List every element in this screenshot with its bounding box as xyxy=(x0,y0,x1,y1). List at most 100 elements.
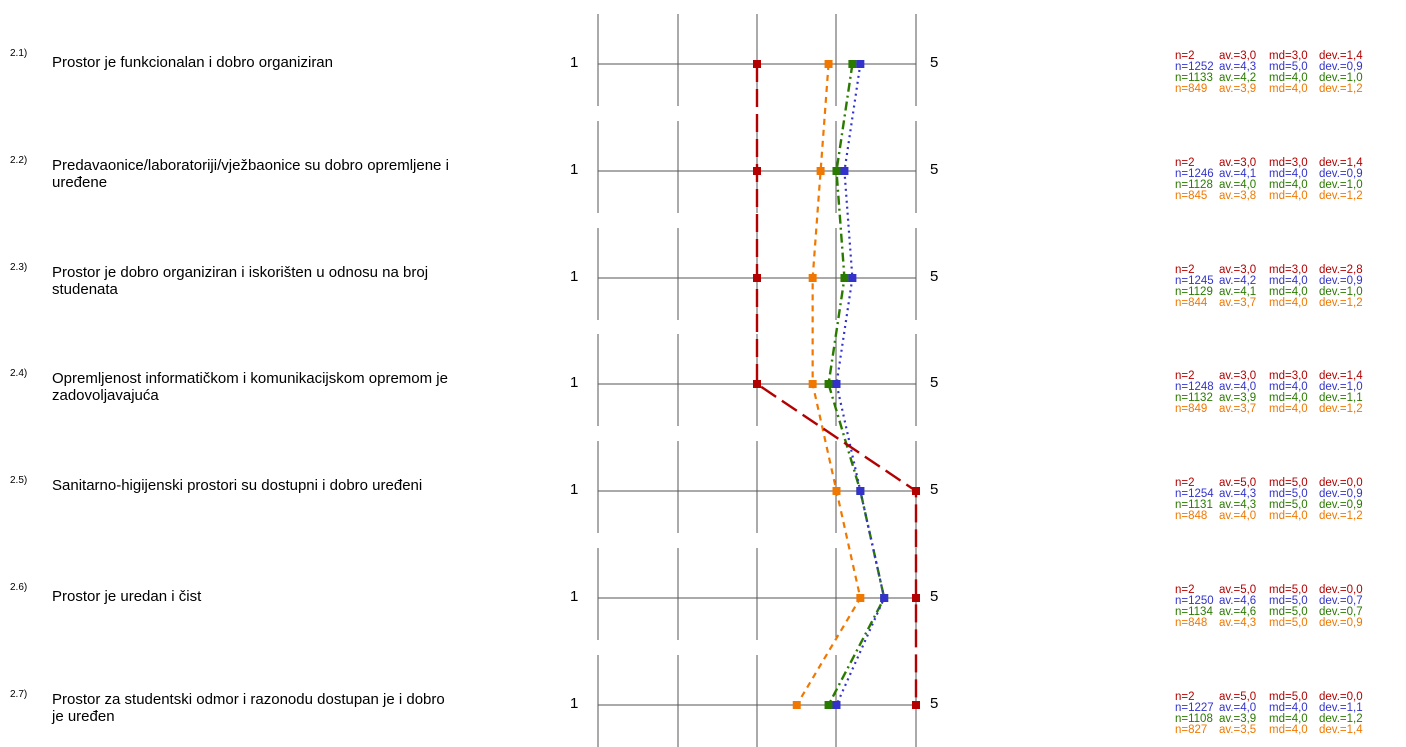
series-1-point xyxy=(880,594,889,602)
series-1-point xyxy=(856,60,865,68)
stat-dev: dev.=0,7 xyxy=(1319,595,1363,607)
stat-av: av.=4,0 xyxy=(1219,510,1257,522)
scale-min-label: 1 xyxy=(570,481,579,498)
stat-n: n=845 xyxy=(1175,190,1208,202)
stat-av: av.=4,1 xyxy=(1219,286,1257,298)
stat-n: n=848 xyxy=(1175,617,1208,629)
stat-dev: dev.=1,1 xyxy=(1319,392,1363,404)
stats-row: n=2 av.=5,0 md=5,0 dev.=0,0 xyxy=(1175,477,1379,489)
stat-av: av.=4,6 xyxy=(1219,595,1257,607)
stats-block: n=2 av.=3,0 md=3,0 dev.=1,4 n=1252 av.=4,3 md=… xyxy=(1175,50,1379,95)
question-number: 2.1) xyxy=(10,48,28,59)
series-1-point xyxy=(848,274,857,282)
series-1-point xyxy=(832,380,841,388)
stat-dev: dev.=0,9 xyxy=(1319,488,1363,500)
stat-n: n=1128 xyxy=(1175,179,1213,191)
stat-av: av.=3,0 xyxy=(1219,264,1257,276)
stat-md: md=4,0 xyxy=(1269,179,1308,191)
stat-n: n=2 xyxy=(1175,691,1195,703)
stat-av: av.=3,9 xyxy=(1219,83,1257,95)
stat-n: n=2 xyxy=(1175,477,1195,489)
stats-row: n=2 av.=3,0 md=3,0 dev.=1,4 xyxy=(1175,50,1379,62)
scale-max-label: 5 xyxy=(930,588,939,605)
series-0-point xyxy=(912,487,920,495)
stats-row: n=1252 av.=4,3 md=5,0 dev.=0,9 xyxy=(1175,61,1379,73)
stat-av: av.=4,6 xyxy=(1219,606,1257,618)
stat-av: av.=4,3 xyxy=(1219,488,1257,500)
stats-row: n=2 av.=5,0 md=5,0 dev.=0,0 xyxy=(1175,584,1379,596)
stats-block: n=2 av.=3,0 md=3,0 dev.=1,4 n=1246 av.=4,1 md=… xyxy=(1175,157,1379,202)
series-1-point xyxy=(856,487,865,495)
question-number: 2.4) xyxy=(10,368,28,379)
stats-block: n=2 av.=5,0 md=5,0 dev.=0,0 n=1227 av.=4,0 md=… xyxy=(1175,691,1379,736)
series-0-point xyxy=(912,594,920,602)
series-3-point xyxy=(808,380,817,388)
stats-row: n=2 av.=3,0 md=3,0 dev.=2,8 xyxy=(1175,264,1379,276)
stat-av: av.=3,9 xyxy=(1219,713,1257,725)
stat-dev: dev.=1,2 xyxy=(1319,403,1363,415)
scale-min-label: 1 xyxy=(570,374,579,391)
stat-av: av.=3,5 xyxy=(1219,724,1257,736)
stat-av: av.=4,2 xyxy=(1219,72,1257,84)
series-2-point xyxy=(848,60,857,68)
stat-n: n=1252 xyxy=(1175,61,1214,73)
stats-row: n=849 av.=3,7 md=4,0 dev.=1,2 xyxy=(1175,403,1379,415)
stat-dev: dev.=1,2 xyxy=(1319,713,1363,725)
question-text: Opremljenost informatičkom i komunikacij… xyxy=(52,370,448,404)
question-number: 2.2) xyxy=(10,155,28,166)
stats-block: n=2 av.=3,0 md=3,0 dev.=1,4 n=1248 av.=4,0 md=… xyxy=(1175,370,1379,415)
stat-md: md=4,0 xyxy=(1269,83,1308,95)
question-text: Prostor je uredan i čist xyxy=(52,588,202,605)
stats-row: n=848 av.=4,0 md=4,0 dev.=1,2 xyxy=(1175,510,1379,522)
stat-n: n=849 xyxy=(1175,403,1208,415)
scale-max-label: 5 xyxy=(930,695,939,712)
stat-dev: dev.=0,0 xyxy=(1319,584,1363,596)
stat-dev: dev.=1,0 xyxy=(1319,72,1363,84)
stat-dev: dev.=0,9 xyxy=(1319,168,1363,180)
series-2-point xyxy=(824,380,833,388)
series-3-point xyxy=(832,487,841,495)
stat-dev: dev.=0,9 xyxy=(1319,499,1363,511)
stat-dev: dev.=1,0 xyxy=(1319,381,1363,393)
scale-max-label: 5 xyxy=(930,268,939,285)
stat-md: md=4,0 xyxy=(1269,403,1308,415)
question-number: 2.5) xyxy=(10,475,28,486)
stat-n: n=2 xyxy=(1175,584,1195,596)
stat-md: md=5,0 xyxy=(1269,606,1308,618)
stat-md: md=4,0 xyxy=(1269,381,1308,393)
series-0-point xyxy=(753,380,761,388)
stat-dev: dev.=1,4 xyxy=(1319,50,1363,62)
stats-row: n=2 av.=5,0 md=5,0 dev.=0,0 xyxy=(1175,691,1379,703)
stat-n: n=1133 xyxy=(1175,72,1213,84)
stat-n: n=1245 xyxy=(1175,275,1214,287)
stat-md: md=3,0 xyxy=(1269,157,1308,169)
series-3-point xyxy=(808,274,817,282)
stat-av: av.=4,3 xyxy=(1219,499,1257,511)
stats-row: n=1248 av.=4,0 md=4,0 dev.=1,0 xyxy=(1175,381,1379,393)
stat-av: av.=5,0 xyxy=(1219,584,1257,596)
stat-md: md=5,0 xyxy=(1269,691,1308,703)
stat-av: av.=3,0 xyxy=(1219,157,1257,169)
stats-row: n=845 av.=3,8 md=4,0 dev.=1,2 xyxy=(1175,190,1379,202)
scale-max-label: 5 xyxy=(930,161,939,178)
stats-row: n=1134 av.=4,6 md=5,0 dev.=0,7 xyxy=(1175,606,1379,618)
stat-av: av.=4,0 xyxy=(1219,702,1257,714)
series-0-point xyxy=(753,60,761,68)
stat-n: n=2 xyxy=(1175,157,1195,169)
stat-dev: dev.=1,2 xyxy=(1319,297,1363,309)
stat-av: av.=4,0 xyxy=(1219,381,1257,393)
series-3-point xyxy=(792,701,801,709)
series-3-point xyxy=(824,60,833,68)
stat-dev: dev.=0,7 xyxy=(1319,606,1363,618)
stat-av: av.=4,3 xyxy=(1219,617,1257,629)
series-2-point xyxy=(832,167,841,175)
stat-av: av.=5,0 xyxy=(1219,477,1257,489)
question-text: Predavaonice/laboratoriji/vježbaonice su… xyxy=(52,157,449,191)
question-text: Prostor je funkcionalan i dobro organizi… xyxy=(52,54,333,71)
stats-row: n=1133 av.=4,2 md=4,0 dev.=1,0 xyxy=(1175,72,1379,84)
stat-dev: dev.=1,0 xyxy=(1319,179,1363,191)
series-2-point xyxy=(840,274,849,282)
stat-md: md=4,0 xyxy=(1269,168,1308,180)
series-1-point xyxy=(832,701,841,709)
stat-av: av.=3,7 xyxy=(1219,403,1257,415)
